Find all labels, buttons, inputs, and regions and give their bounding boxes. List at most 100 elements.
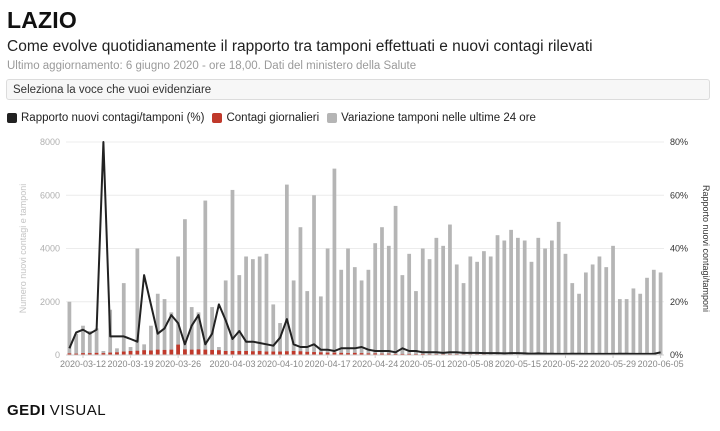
x-tick-label: 2020-05-29 [590,359,636,369]
cases-bar [196,349,201,355]
tests-bar [257,256,262,355]
y-left-tick-label: 4000 [40,244,60,254]
y-left-tick-label: 6000 [40,190,60,200]
tests-bar [332,168,337,355]
tests-bar [420,248,425,355]
legend-item-ratio[interactable]: Rapporto nuovi contagi/tamponi (%) [7,112,204,124]
cases-bar [217,350,221,355]
legend-label-tests: Variazione tamponi nelle ultime 24 ore [341,112,536,124]
cases-bar [420,353,425,355]
cases-bar [251,351,255,355]
tests-bar [87,331,92,355]
legend-swatch-ratio [7,113,17,123]
chart-legend: Rapporto nuovi contagi/tamponi (%) Conta… [7,112,544,124]
tests-bar [400,275,405,355]
cases-bar [121,351,126,355]
tests-bar [651,269,656,355]
y-right-tick-label: 0% [670,350,683,360]
tests-bar [604,267,609,355]
y-left-tick-label: 8000 [40,137,60,147]
tests-bar [475,261,479,355]
tests-bar [427,259,432,355]
x-tick-label: 2020-03-12 [60,359,106,369]
cases-bar [318,352,323,355]
cases-bar [278,351,282,355]
y-left-tick-label: 2000 [40,297,60,307]
tests-bar [543,248,547,355]
tests-bar [448,224,452,355]
tests-bar [645,277,649,355]
cases-bar [359,353,364,355]
cases-bar [87,353,92,355]
tests-bar [74,333,79,355]
tests-bar [284,184,289,355]
tests-bar [176,256,180,355]
tests-bar [434,237,439,355]
tests-bar [454,264,459,355]
y-right-tick-label: 60% [670,190,688,200]
tests-bar [509,229,513,355]
tests-bar [441,245,446,355]
cases-bar [332,352,337,355]
tests-bar [81,325,85,355]
legend-item-cases[interactable]: Contagi giornalieri [212,112,319,124]
tests-bar [196,312,201,355]
tests-bar [135,248,140,355]
tests-bar [264,253,269,355]
tests-bar [121,283,126,355]
cases-bar [271,351,276,355]
x-tick-label: 2020-03-19 [108,359,154,369]
cases-bar [94,352,99,355]
tests-bar [203,200,208,355]
y-right-tick-label: 40% [670,244,688,254]
tests-bar [189,307,194,355]
cases-bar [81,353,85,355]
tests-bar [325,248,330,355]
tests-bar [577,293,581,355]
cases-bar [352,352,357,355]
tests-bar [624,299,629,355]
ratio-line [68,141,661,355]
cases-bar [115,352,119,355]
y-right-axis-title: Rapporto nuovi contagi/tamponi [701,185,711,312]
tests-bar [237,275,242,355]
logo-visual-text: VISUAL [49,402,107,419]
cases-bar [346,353,350,355]
cases-bar [257,351,262,355]
cases-bar [373,353,378,355]
tests-bar [536,237,541,355]
cases-bar [400,353,405,355]
cases-bar [189,349,194,355]
tests-bar [251,259,255,355]
cases-bar [386,353,391,355]
tests-bar [155,293,160,355]
cases-bar [108,352,113,355]
y-right-tick-label: 80% [670,137,688,147]
tests-bar [617,299,622,355]
tests-bar [590,264,595,355]
cases-bar [203,349,208,355]
x-tick-label: 2020-05-08 [447,359,493,369]
cases-bar [312,352,316,355]
y-right-tick-label: 20% [670,297,688,307]
tests-bar [115,348,119,355]
cases-bar [339,352,344,355]
tests-bar [516,237,520,355]
last-update-note: Ultimo aggiornamento: 6 giugno 2020 - or… [7,60,417,72]
legend-label-ratio: Rapporto nuovi contagi/tamponi (%) [21,112,205,124]
tests-bar [461,283,466,355]
cases-bar [393,353,398,355]
x-tick-label: 2020-04-24 [352,359,398,369]
legend-swatch-cases [212,113,223,123]
cases-bar [223,351,228,355]
cases-bar [366,353,371,355]
cases-bar [176,344,180,355]
cases-bar [407,353,412,355]
tests-bar [149,325,153,355]
legend-item-tests[interactable]: Variazione tamponi nelle ultime 24 ore [327,112,536,124]
page-title: LAZIO [7,7,77,33]
cases-bar [135,350,140,355]
tests-bar [298,227,303,355]
x-tick-label: 2020-05-15 [495,359,541,369]
highlight-selector[interactable]: Seleziona la voce che vuoi evidenziare [6,79,710,100]
